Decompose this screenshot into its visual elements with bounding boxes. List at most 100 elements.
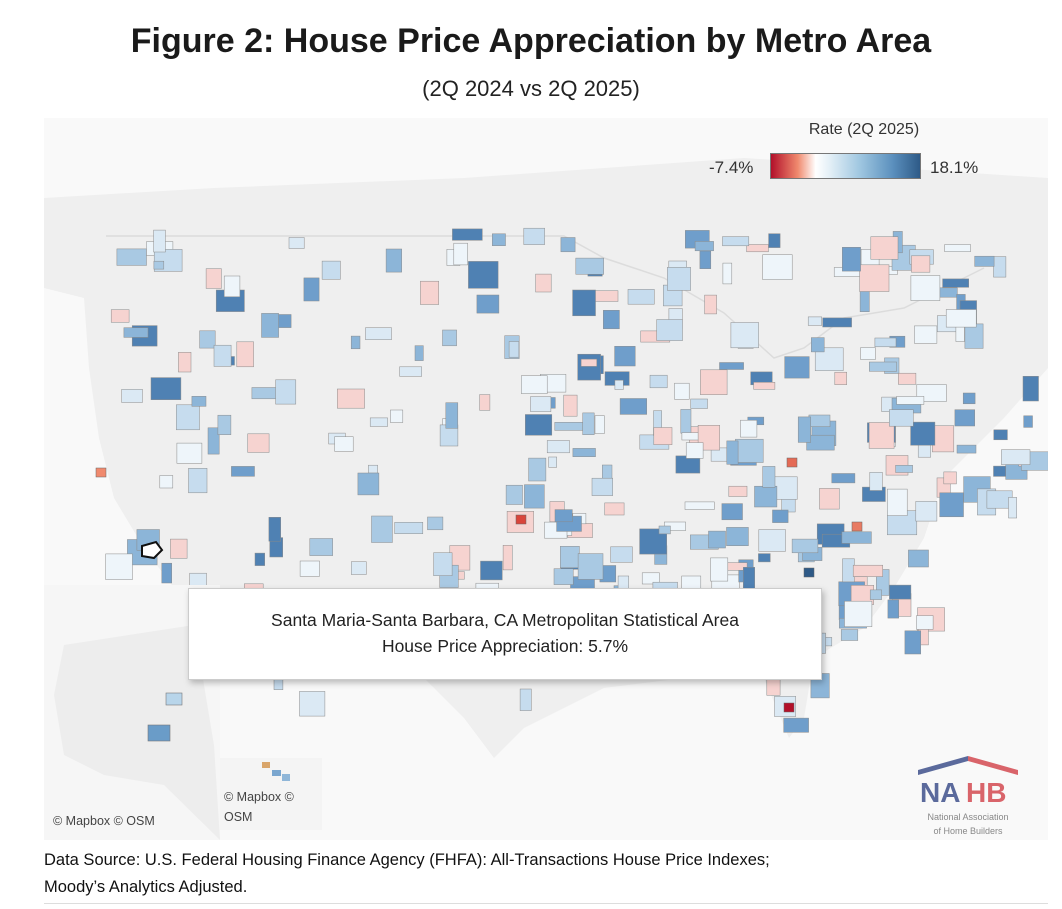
metro-area[interactable]: [766, 677, 781, 696]
metro-area[interactable]: [896, 396, 925, 405]
metro-area[interactable]: [895, 465, 913, 473]
metro-area[interactable]: [762, 254, 793, 280]
metro-area[interactable]: [560, 546, 580, 569]
metro-area[interactable]: [321, 260, 341, 280]
metro-area[interactable]: [390, 409, 404, 423]
metro-area[interactable]: [656, 319, 683, 341]
metro-area[interactable]: [261, 313, 279, 338]
metro-area[interactable]: [807, 316, 822, 326]
metro-area[interactable]: [433, 552, 453, 576]
metro-area[interactable]: [1001, 449, 1031, 465]
metro-area[interactable]: [819, 488, 840, 510]
metro-area[interactable]: [420, 280, 439, 305]
metro-area[interactable]: [898, 372, 917, 385]
metro-area[interactable]: [479, 394, 491, 411]
metro-area[interactable]: [299, 560, 320, 577]
metro-area[interactable]: [627, 289, 655, 305]
metro-area[interactable]: [694, 241, 714, 252]
metro-map[interactable]: Rate (2Q 2025) -7.4% 18.1% Santa Maria-S…: [44, 118, 1048, 840]
metro-area[interactable]: [690, 398, 708, 409]
metro-area[interactable]: [548, 456, 557, 468]
metro-area[interactable]: [932, 425, 955, 453]
metro-area[interactable]: [740, 419, 758, 438]
metro-area[interactable]: [814, 347, 844, 371]
metro-area[interactable]: [604, 502, 625, 516]
metro-area[interactable]: [251, 387, 279, 400]
metro-area[interactable]: [480, 560, 503, 581]
metro-area[interactable]: [870, 236, 899, 260]
metro-area[interactable]: [575, 257, 604, 275]
metro-area[interactable]: [524, 484, 545, 509]
metro-area[interactable]: [910, 421, 936, 446]
metro-area[interactable]: [939, 492, 964, 518]
metro-area[interactable]: [427, 516, 444, 531]
metro-area[interactable]: [572, 448, 596, 457]
metro-area[interactable]: [161, 562, 172, 584]
metro-area[interactable]: [808, 414, 831, 427]
metro-area[interactable]: [786, 457, 798, 468]
metro-area[interactable]: [674, 382, 690, 400]
metro-area[interactable]: [199, 330, 216, 349]
metro-area[interactable]: [519, 688, 532, 711]
metro-area[interactable]: [592, 290, 619, 302]
metro-area[interactable]: [889, 584, 912, 600]
metro-area[interactable]: [758, 553, 771, 563]
metro-area[interactable]: [869, 472, 883, 491]
metro-area[interactable]: [394, 522, 424, 534]
metro-area[interactable]: [468, 261, 499, 289]
metro-area[interactable]: [653, 427, 673, 445]
metro-area[interactable]: [699, 250, 712, 269]
metro-area[interactable]: [614, 346, 636, 367]
metro-area[interactable]: [546, 440, 570, 454]
metro-area[interactable]: [442, 329, 457, 347]
metro-area[interactable]: [357, 472, 380, 496]
metro-area[interactable]: [288, 237, 305, 249]
metro-area[interactable]: [868, 422, 895, 449]
metro-area[interactable]: [722, 236, 750, 247]
metro-area[interactable]: [762, 466, 776, 488]
metro-area[interactable]: [116, 248, 147, 266]
metro-area[interactable]: [563, 394, 578, 417]
metro-area[interactable]: [188, 468, 208, 494]
metro-area[interactable]: [860, 347, 876, 360]
metro-area[interactable]: [904, 630, 921, 655]
metro-area[interactable]: [916, 384, 947, 402]
metro-area[interactable]: [962, 392, 976, 405]
metro-area[interactable]: [841, 531, 872, 544]
metro-area[interactable]: [943, 471, 957, 485]
metro-area[interactable]: [505, 484, 523, 505]
metro-area[interactable]: [247, 433, 270, 453]
metro-area[interactable]: [553, 568, 574, 585]
metro-anchorage[interactable]: [147, 724, 171, 742]
metro-area[interactable]: [954, 409, 975, 427]
metro-area[interactable]: [580, 358, 598, 367]
metro-area[interactable]: [704, 294, 717, 315]
metro-area[interactable]: [908, 549, 929, 568]
metro-area[interactable]: [772, 509, 789, 523]
metro-area[interactable]: [684, 501, 715, 510]
metro-area[interactable]: [680, 409, 692, 434]
metro-area[interactable]: [223, 275, 241, 298]
mapbox-osm-attribution[interactable]: © Mapbox © OSM: [53, 814, 155, 828]
metro-area[interactable]: [956, 444, 977, 454]
metro-area[interactable]: [385, 248, 402, 273]
metro-area[interactable]: [784, 356, 810, 379]
metro-area[interactable]: [523, 227, 545, 245]
metro-area[interactable]: [189, 572, 207, 587]
hawaii-attribution-line1[interactable]: © Mapbox ©: [224, 790, 294, 804]
metro-area[interactable]: [619, 398, 647, 415]
metro-area[interactable]: [719, 362, 744, 370]
metro-area[interactable]: [700, 369, 728, 395]
metro-area[interactable]: [150, 377, 182, 400]
metro-area[interactable]: [911, 255, 931, 273]
metro-area[interactable]: [915, 501, 938, 522]
metro-area[interactable]: [528, 457, 547, 482]
metro-area[interactable]: [299, 691, 326, 717]
metro-area[interactable]: [535, 273, 552, 293]
metro-area[interactable]: [371, 515, 393, 543]
metro-area[interactable]: [610, 546, 633, 563]
metro-area[interactable]: [708, 530, 726, 549]
metro-area[interactable]: [268, 517, 281, 542]
metro-area[interactable]: [121, 389, 143, 403]
metro-area[interactable]: [217, 414, 232, 435]
